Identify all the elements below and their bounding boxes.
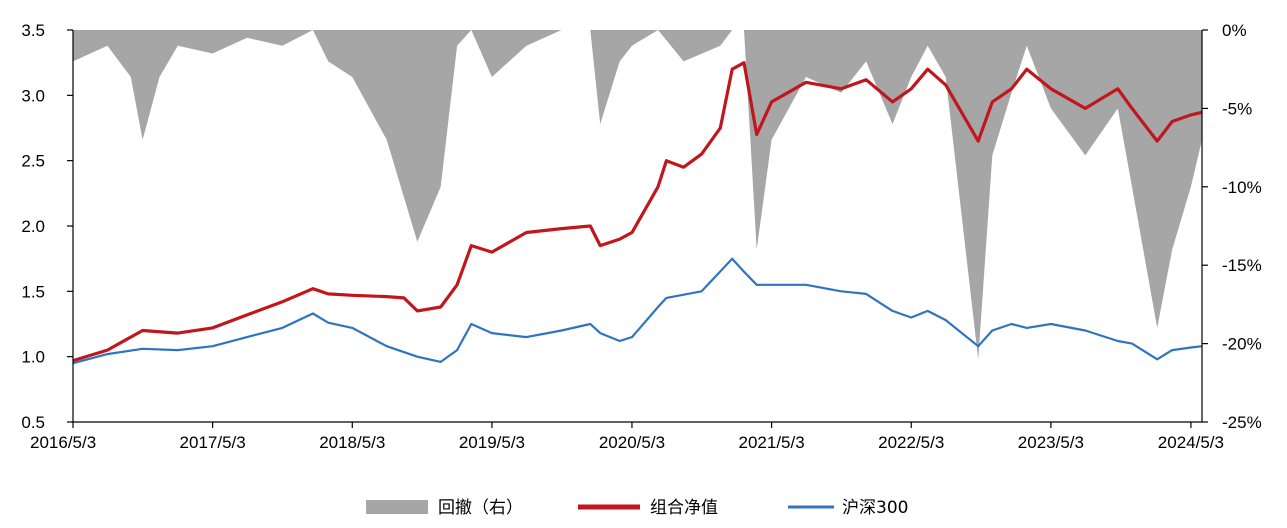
right-tick-label: 0% — [1222, 21, 1247, 40]
legend-label: 沪深300 — [842, 498, 908, 518]
left-tick-label: 1.0 — [21, 348, 45, 367]
right-tick-label: -10% — [1222, 178, 1262, 197]
legend-label: 回撤（右） — [438, 498, 523, 518]
x-tick-label: 2023/5/3 — [1018, 433, 1084, 452]
x-tick-label: 2021/5/3 — [739, 433, 805, 452]
csi300-line — [72, 257, 1203, 365]
legend-swatch-drawdown — [366, 500, 428, 514]
x-tick-label: 2019/5/3 — [459, 433, 525, 452]
right-tick-label: -5% — [1222, 99, 1252, 118]
x-tick-label: 2024/5/3 — [1158, 433, 1224, 452]
left-tick-label: 3.5 — [21, 21, 45, 40]
left-tick-label: 0.5 — [21, 413, 45, 432]
left-tick-label: 1.5 — [21, 282, 45, 301]
right-tick-label: -15% — [1222, 256, 1262, 275]
drawdown-area — [73, 30, 1202, 360]
left-tick-label: 3.0 — [21, 86, 45, 105]
left-tick-label: 2.5 — [21, 152, 45, 171]
x-tick-label: 2020/5/3 — [599, 433, 665, 452]
x-tick-label: 2017/5/3 — [180, 433, 246, 452]
x-tick-label: 2022/5/3 — [878, 433, 944, 452]
right-tick-label: -20% — [1222, 335, 1262, 354]
portfolio-nav-line — [72, 61, 1203, 363]
right-tick-label: -25% — [1222, 413, 1262, 432]
x-tick-label: 2018/5/3 — [319, 433, 385, 452]
left-tick-label: 2.0 — [21, 217, 45, 236]
x-tick-label: 2016/5/3 — [30, 433, 96, 452]
legend-label: 组合净值 — [650, 498, 718, 518]
